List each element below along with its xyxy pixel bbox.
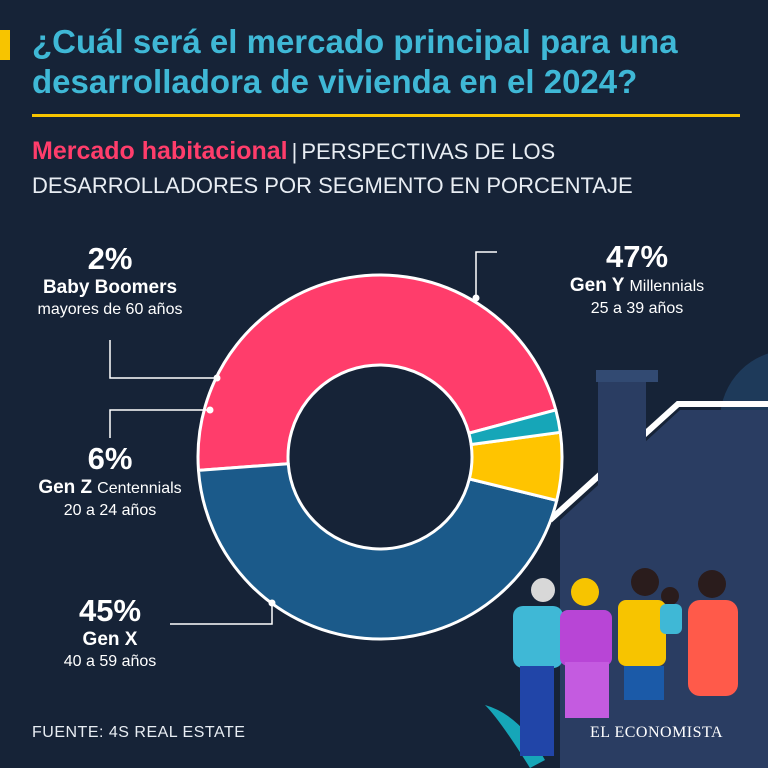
chart-subtitle: Mercado habitacional | PERSPECTIVAS DE LOS… — [32, 134, 752, 203]
label-centennials-gen: Gen Z — [38, 477, 93, 498]
label-genx-desc: 40 a 59 años — [63, 653, 157, 670]
chimney-shape — [598, 378, 646, 510]
label-centennials-name: Gen Z Centennials — [20, 476, 200, 500]
source-note: FUENTE: 4S REAL ESTATE — [32, 724, 246, 741]
section-label: Mercado habitacional — [32, 137, 288, 165]
label-millennials: 47% Gen Y Millennials 25 a 39 años — [552, 240, 722, 320]
donut-slice-gen-y-millennials — [196, 273, 558, 472]
label-genx-name: Gen X — [30, 628, 190, 651]
label-centennials-extra: Centennials — [97, 480, 182, 497]
page-title: ¿Cuál será el mercado principal para una… — [32, 23, 678, 100]
label-genx: 45% Gen X 40 a 59 años — [30, 594, 190, 673]
leader-dot-millennials — [472, 294, 480, 302]
label-boomers-percent: 2% — [87, 241, 133, 276]
label-centennials-desc: 20 a 24 años — [63, 502, 157, 519]
leader-dot-centennials — [206, 406, 214, 414]
leader-dot-boomers — [213, 374, 221, 382]
leader-line-millennials — [475, 251, 497, 298]
label-millennials-name: Gen Y Millennials — [552, 274, 722, 298]
chimney-cap — [596, 370, 658, 382]
label-boomers-desc: mayores de 60 años — [37, 301, 183, 318]
subtitle-text: PERSPECTIVAS DE LOS DESARROLLADORES POR … — [32, 139, 633, 198]
label-millennials-extra: Millennials — [629, 278, 705, 295]
label-millennials-desc: 25 a 39 años — [590, 300, 684, 317]
donut-slice-gen-x — [196, 462, 559, 641]
label-centennials: 6% Gen Z Centennials 20 a 24 años — [20, 442, 200, 522]
label-boomers-name: Baby Boomers — [20, 276, 200, 299]
family-illustration — [513, 568, 738, 756]
donut-slice-baby-boomers — [467, 408, 562, 447]
label-boomers: 2% Baby Boomers mayores de 60 años — [20, 242, 200, 321]
label-genx-percent: 45% — [78, 593, 142, 628]
title-divider — [32, 114, 740, 117]
house-illustration — [485, 353, 768, 768]
label-millennials-gen: Gen Y — [569, 275, 625, 296]
leader-line-centennials — [109, 409, 210, 438]
label-centennials-percent: 6% — [87, 441, 133, 476]
leader-lines — [109, 251, 497, 625]
donut-slices — [196, 273, 564, 641]
label-boomers-gen: Baby Boomers — [42, 277, 178, 298]
title-accent-bar — [0, 30, 10, 60]
leader-dot-genx — [268, 599, 276, 607]
house-roof-line — [547, 401, 768, 523]
label-millennials-percent: 47% — [605, 239, 669, 274]
label-genx-gen: Gen X — [82, 629, 138, 650]
leader-line-genx — [170, 603, 273, 625]
leader-line-boomers — [109, 340, 217, 379]
subtitle-separator: | — [291, 139, 298, 164]
brand-logo: EL ECONOMISTA — [590, 724, 724, 741]
